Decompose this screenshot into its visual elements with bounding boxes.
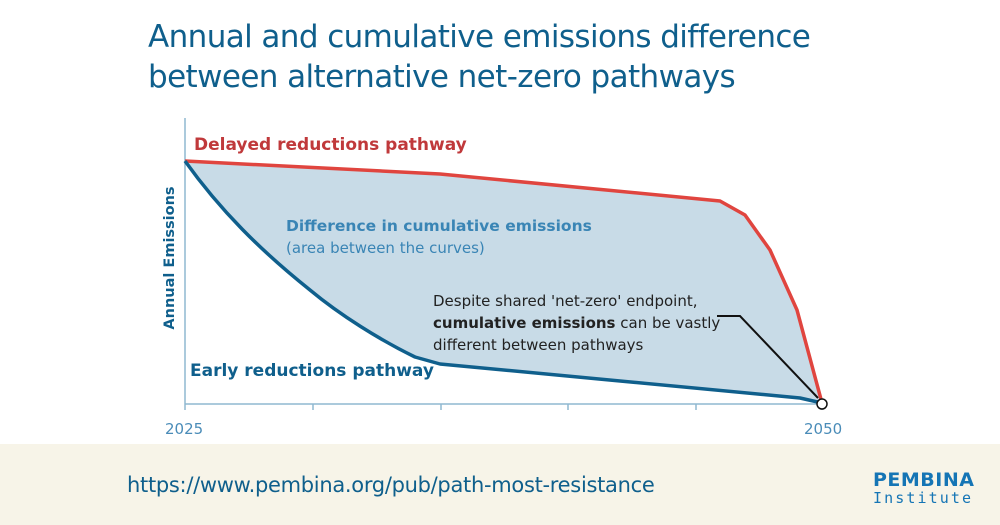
annotation-leader [717,315,819,399]
x-ticks [184,404,823,410]
delayed-pathway-label: Delayed reductions pathway [194,135,467,155]
x-tick-label-2025: 2025 [165,420,203,438]
early-pathway-line [183,159,823,405]
annotation-line-3: different between pathways [433,336,644,354]
footer-bar [0,444,1000,525]
delayed-pathway-line [184,159,824,404]
emissions-chart: Delayed reductions pathway Early reducti… [162,118,842,438]
difference-area [185,161,822,403]
early-pathway-label: Early reductions pathway [190,361,434,381]
area-title-label: Difference in cumulative emissions [286,217,592,235]
publication-link[interactable]: https://www.pembina.org/pub/path-most-re… [127,473,655,497]
annotation-line-1: Despite shared 'net-zero' endpoint, [433,292,697,310]
annotation-rest-text: can be vastly [615,314,720,332]
pembina-logo: PEMBINA Institute [873,470,983,506]
x-tick-label-2050: 2050 [804,420,842,438]
logo-wordmark: PEMBINA [873,469,975,491]
chart-title: Annual and cumulative emissions differen… [148,19,811,95]
area-subtitle-label: (area between the curves) [286,239,485,257]
net-zero-endpoint-marker [816,398,828,410]
annotation-bold-text: cumulative emissions [433,314,616,332]
logo-subtitle: Institute [873,489,974,507]
y-axis-label: Annual Emissions [162,186,178,329]
annotation-line-2: cumulative emissions can be vastly [433,314,720,332]
